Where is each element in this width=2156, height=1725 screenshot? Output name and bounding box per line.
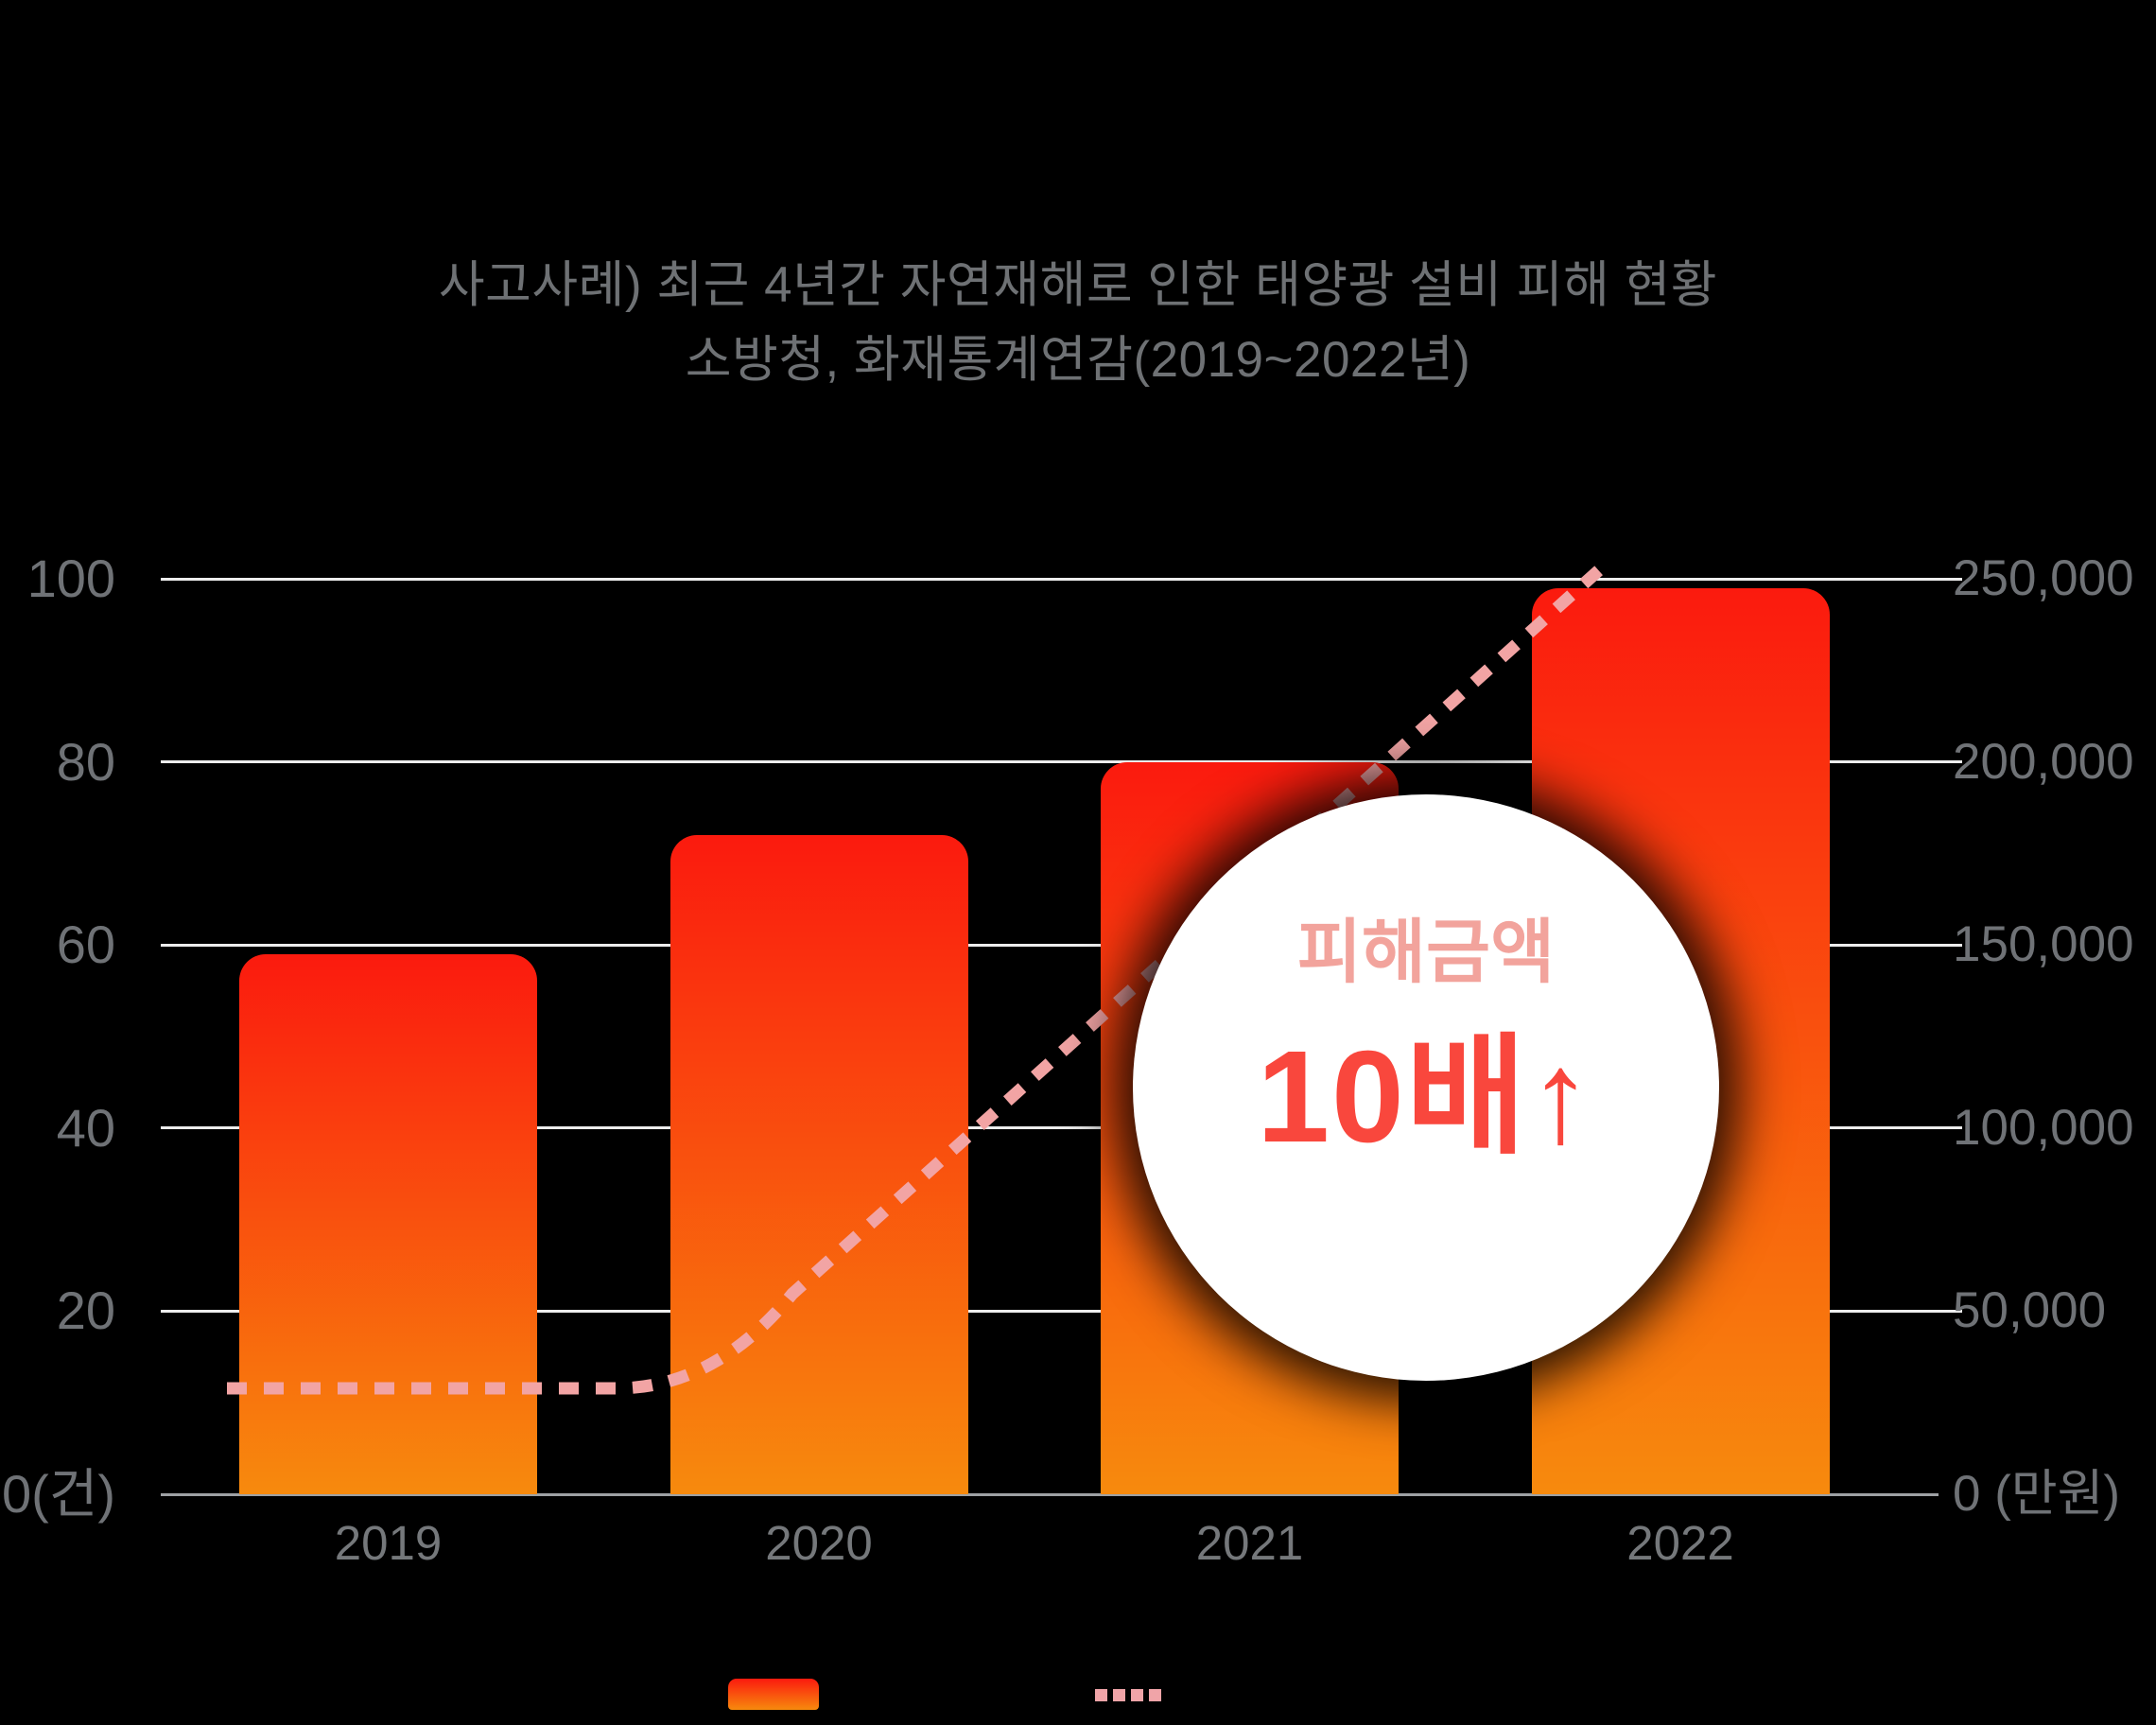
x-axis-line bbox=[161, 1492, 1939, 1496]
x-axis-label-2020: 2020 bbox=[765, 1516, 873, 1570]
bar-2020 bbox=[669, 835, 968, 1494]
chart-title-line1: 사고사례) 최근 4년간 자연재해로 인한 태양광 설비 피해 현황 bbox=[438, 257, 1718, 313]
right-axis-tick-label: 0 (만원) bbox=[1953, 1466, 2121, 1522]
left-axis-tick-label: 100 bbox=[26, 549, 115, 608]
right-axis-tick-label: 100,000 bbox=[1953, 1099, 2134, 1156]
legend-line-swatch bbox=[1095, 1689, 1161, 1701]
bar-2019 bbox=[239, 953, 537, 1494]
left-axis-tick-label: 40 bbox=[56, 1097, 115, 1158]
gridline bbox=[161, 577, 1962, 581]
legend-bar-swatch bbox=[728, 1679, 819, 1710]
x-axis-label-2019: 2019 bbox=[334, 1516, 443, 1570]
right-axis-tick-label: 150,000 bbox=[1953, 916, 2134, 973]
chart-title: 사고사례) 최근 4년간 자연재해로 인한 태양광 설비 피해 현황 소방청, … bbox=[0, 248, 2156, 397]
x-axis-label-2022: 2022 bbox=[1626, 1516, 1734, 1570]
legend-dash-segment bbox=[1095, 1689, 1107, 1701]
legend-dash-segment bbox=[1149, 1689, 1161, 1701]
chart-title-line2: 소방청, 화재통계연감(2019~2022년) bbox=[685, 332, 1471, 388]
left-axis-tick-label: 0(건) bbox=[2, 1464, 115, 1524]
left-axis-tick-label: 60 bbox=[56, 915, 115, 975]
left-axis-tick-label: 80 bbox=[56, 731, 115, 792]
right-axis-tick-label: 200,000 bbox=[1953, 733, 2134, 790]
right-axis-tick-label: 50,000 bbox=[1953, 1282, 2107, 1339]
x-axis-label-2021: 2021 bbox=[1195, 1516, 1304, 1570]
legend-dash-segment bbox=[1131, 1689, 1143, 1701]
annotation-label: 피해금액 bbox=[1296, 913, 1556, 991]
annotation-value: 10배↑ bbox=[1257, 1024, 1595, 1170]
right-axis-tick-label: 250,000 bbox=[1953, 550, 2134, 606]
annotation-circle: 피해금액 10배↑ bbox=[1133, 794, 1719, 1381]
left-axis-tick-label: 20 bbox=[56, 1281, 115, 1341]
legend-dash-segment bbox=[1113, 1689, 1125, 1701]
